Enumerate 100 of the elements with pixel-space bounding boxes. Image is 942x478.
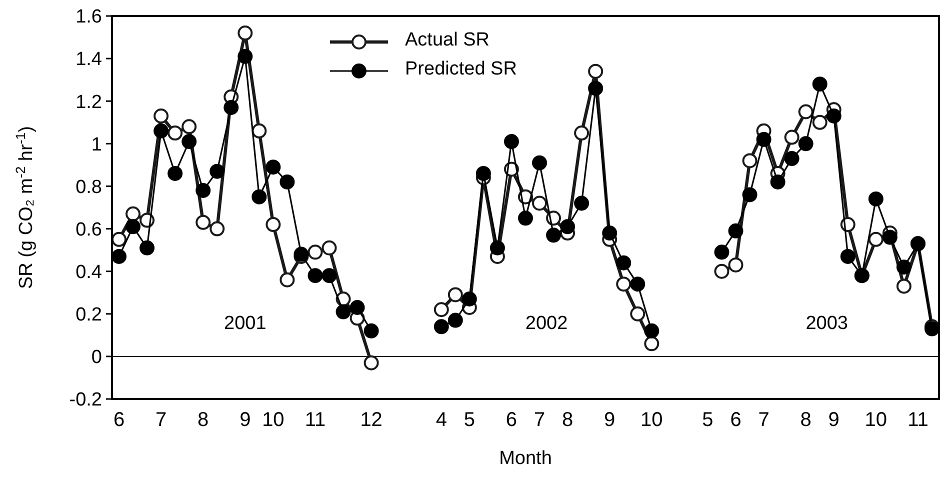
x-tick-label: 10 [262,409,284,431]
point [756,132,772,147]
point [728,223,744,238]
point [364,323,379,338]
point [182,119,197,134]
point [308,268,323,284]
point [280,272,295,288]
point [868,191,884,206]
point [462,291,477,306]
point [840,248,856,264]
annotation: 2002 [525,313,568,334]
point [252,123,267,138]
point [448,287,463,302]
legend-label: Predicted SR [405,58,517,80]
point [560,219,576,234]
point [322,240,337,256]
y-tick-label: 0 [91,347,102,368]
annotation: 2003 [806,313,848,334]
point [112,232,127,247]
point [574,196,590,211]
point [112,248,127,264]
x-tick-label: 7 [758,409,770,431]
x-tick-label: 7 [534,409,546,431]
point [616,276,632,292]
point [238,48,253,64]
point [714,264,730,279]
point [616,255,632,270]
point [728,257,744,272]
point [742,153,758,168]
point [490,240,505,256]
point [784,130,800,145]
point [434,302,449,318]
point [364,355,379,370]
y-tick-label: 1 [91,134,102,156]
point [714,244,730,260]
point [784,151,800,166]
point [154,108,169,124]
point [630,306,646,322]
point [322,268,337,284]
point [126,206,141,222]
x-tick-label: 6 [730,409,742,431]
x-tick-label: 11 [304,409,326,431]
legend-label: Actual SR [405,30,490,51]
point [896,278,912,294]
point [434,319,449,334]
point [350,300,365,316]
x-tick-label: 5 [702,409,714,431]
x-tick-label: 5 [464,409,475,431]
annotation: 2001 [224,313,266,334]
x-tick-label: 10 [640,409,663,431]
x-tick-label: 4 [436,409,447,431]
point [154,123,169,138]
y-tick-label: 0.8 [76,176,102,198]
point [812,76,828,92]
x-axis-title: Month [499,448,552,469]
point [770,174,786,190]
x-tick-label: 8 [800,409,812,431]
point [266,160,281,175]
point [574,126,590,141]
point [532,196,548,211]
x-tick-label: 9 [240,409,251,431]
point [140,240,155,256]
x-tick-label: 8 [562,409,574,431]
point [644,323,660,338]
x-tick-label: 9 [828,409,840,431]
point [588,80,604,96]
point [336,304,351,320]
x-tick-label: 6 [506,409,518,431]
point [644,336,660,352]
point [210,221,225,236]
y-tick-label: 0.4 [76,262,102,283]
point [602,226,618,241]
point [798,104,814,120]
point [518,210,533,226]
x-tick-label: 10 [864,409,888,431]
point [182,134,197,150]
y-tick-label: 1.4 [76,49,102,70]
point [308,244,323,260]
point [196,214,211,230]
x-tick-label: 12 [360,409,382,431]
point [168,126,183,141]
point [126,219,141,234]
x-tick-label: 8 [198,409,209,431]
x-tick-label: 6 [113,409,125,431]
y-tick-label: 1.2 [76,92,102,113]
y-tick-label: 1.6 [76,6,102,28]
point [196,182,211,198]
point [868,232,884,247]
point [476,166,491,181]
point [238,26,253,41]
point [896,260,912,275]
point [280,174,295,190]
point [448,312,463,328]
x-tick-label: 9 [604,409,616,431]
point [252,189,267,204]
x-tick-label: 11 [908,409,928,431]
y-tick-label: 0.2 [76,304,102,326]
point [742,187,758,202]
point [630,276,646,292]
point [588,64,604,79]
